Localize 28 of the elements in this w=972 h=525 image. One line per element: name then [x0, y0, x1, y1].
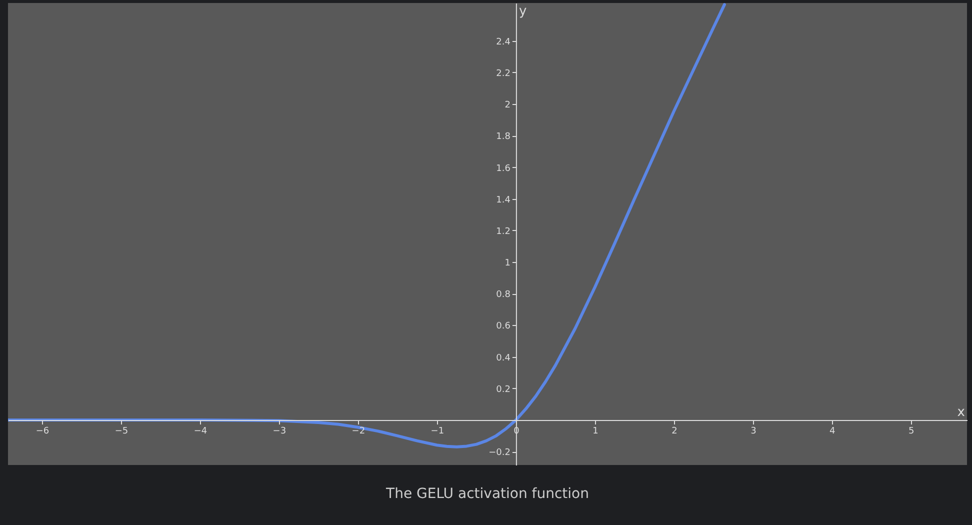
- y-tick-label: 0.6: [496, 322, 511, 332]
- y-tick-label: 0.8: [496, 290, 511, 300]
- line-series: [8, 3, 726, 448]
- y-tick-label: 1.6: [496, 164, 511, 174]
- x-tick-label: 5: [908, 426, 914, 436]
- y-tick-label: −0.2: [488, 448, 510, 458]
- x-tick-label: 4: [830, 426, 836, 436]
- x-tick-label: −2: [352, 426, 366, 436]
- x-tick-label: −5: [114, 426, 128, 436]
- y-axis-title: y: [518, 4, 527, 19]
- x-tick-label: 2: [672, 426, 678, 436]
- y-tick-label: 1.4: [496, 195, 511, 206]
- text: The GELU activation function: [385, 486, 589, 502]
- x-tick-label: −6: [36, 426, 50, 436]
- x-tick-label: 1: [592, 426, 598, 436]
- x-tick-label: −3: [272, 426, 286, 436]
- y-tick-label: 2: [504, 100, 510, 111]
- y-tick-label: 2.2: [496, 68, 510, 79]
- y-tick-label: 1.2: [496, 226, 510, 237]
- x-tick-label: −4: [194, 426, 208, 436]
- y-tick-label: 0.4: [496, 353, 511, 364]
- y-tick-label: 2.4: [496, 37, 511, 48]
- y-tick-label: 0.2: [496, 384, 510, 395]
- x-axis-title: x: [957, 404, 966, 420]
- y-tick-label: 1.8: [496, 132, 511, 142]
- x-tick-label: 3: [750, 426, 756, 436]
- x-tick-label: −1: [430, 426, 444, 436]
- y-tick-label: 1: [504, 258, 510, 269]
